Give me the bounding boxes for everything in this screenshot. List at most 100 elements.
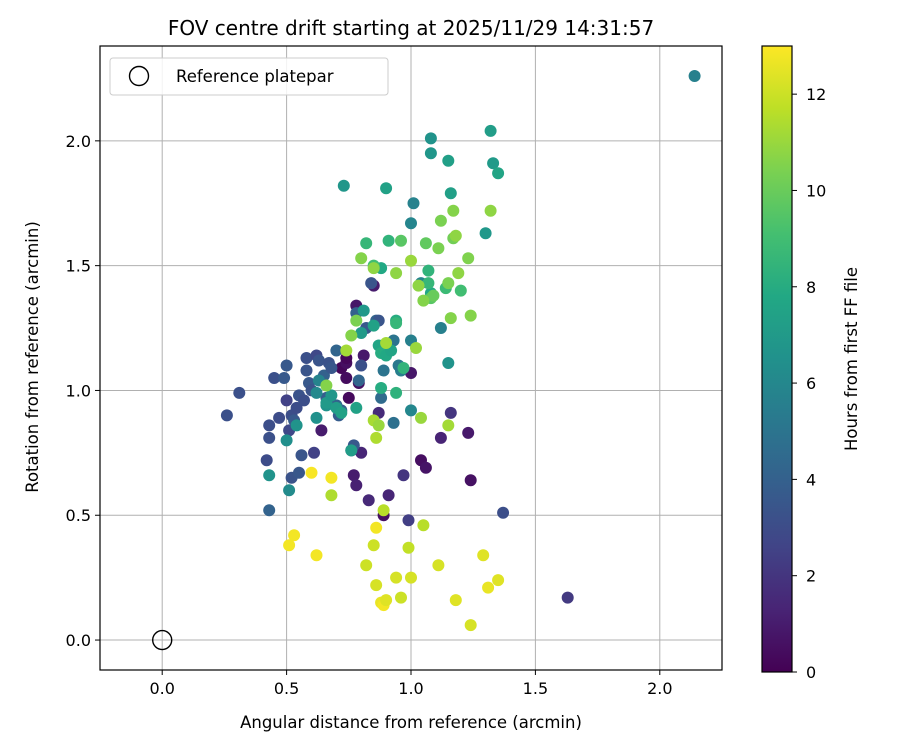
colorbar-ticks: 0 2 4 6 8 10 12 [792,85,826,682]
data-point [233,386,246,399]
data-point [293,466,305,479]
data-point [479,227,492,240]
data-point [417,519,430,532]
colorbar-tick-label: 8 [806,278,816,297]
data-point [355,252,368,265]
data-point [449,229,462,242]
data-point [263,431,276,444]
data-point [367,262,380,275]
data-point [447,204,460,217]
data-point [315,424,328,437]
data-point [295,449,308,462]
data-point [278,372,291,384]
data-point [357,349,370,362]
data-point [325,489,338,502]
data-point [308,446,320,459]
colorbar-tick-label: 12 [806,85,826,104]
data-point [337,179,350,192]
data-point [320,379,333,392]
colorbar-tick-label: 0 [806,663,816,682]
data-point [390,571,403,584]
legend-reference-marker-icon [128,65,150,87]
data-point [415,411,427,424]
data-point [390,317,403,330]
data-point [405,571,417,584]
data-point [263,419,276,432]
x-tick-label: 0.5 [274,679,299,698]
data-point [382,489,395,502]
data-point [442,357,455,369]
data-point [434,322,447,334]
colorbar-tick-label: 4 [806,470,816,489]
data-point [442,154,455,167]
data-point [444,406,457,419]
y-tick-label: 0.5 [66,506,91,525]
reference-layer [151,629,173,651]
x-tick-label: 1.5 [523,679,548,698]
data-point [260,454,273,467]
data-point [492,574,505,587]
x-axis-ticks: 0.0 0.5 1.0 1.5 2.0 [149,670,673,698]
data-point [417,294,430,307]
data-point [280,434,293,447]
data-point [405,404,417,417]
data-point [464,309,477,322]
data-point [305,466,318,479]
data-point [561,591,574,604]
data-point [405,217,417,230]
data-point [280,394,293,407]
data-point [347,469,360,482]
data-point [350,401,363,414]
data-point [325,471,338,484]
data-point [355,446,368,459]
data-point [340,372,353,384]
data-point [434,214,447,227]
data-point [424,132,437,145]
data-point [325,389,338,402]
data-point [345,444,358,457]
data-point [407,197,420,210]
data-point [375,391,388,404]
data-point [360,237,373,250]
data-point [390,386,403,399]
data-point [432,242,445,255]
data-point [405,254,417,267]
data-point [452,267,465,280]
data-point [395,234,407,247]
data-point [422,264,435,277]
y-axis-label: Rotation from reference (arcmin) [23,221,42,493]
colorbar-tick-label: 6 [806,374,816,393]
data-point [464,619,477,632]
data-point [290,419,303,432]
x-tick-label: 2.0 [647,679,672,698]
data-point [357,304,370,317]
data-point [350,314,363,327]
data-point [352,374,365,387]
data-point [442,277,455,290]
data-point [382,234,395,247]
data-point [360,559,373,572]
data-point [444,187,457,200]
data-point [454,284,467,297]
legend[interactable]: Reference platepar [109,57,389,96]
data-point [462,426,475,439]
colorbar-label: Hours from first FF file [842,267,861,451]
data-point [220,409,233,422]
data-point [432,559,445,572]
data-point [300,352,313,364]
data-point [342,391,355,404]
y-tick-label: 0.0 [66,631,91,650]
data-point [390,267,403,280]
data-point [367,539,380,552]
data-point [477,549,490,562]
data-point [397,362,410,374]
data-point [298,394,310,407]
data-points [220,70,701,632]
data-point [422,277,435,290]
colorbar-tick-label: 10 [806,181,826,200]
y-tick-label: 1.0 [66,381,91,400]
data-point [283,484,296,497]
data-point [280,359,293,372]
y-tick-label: 1.5 [66,257,91,276]
